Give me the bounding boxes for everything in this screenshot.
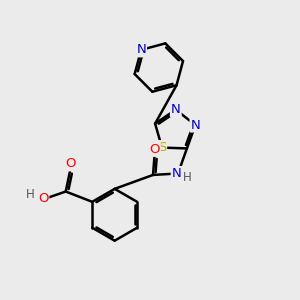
Text: S: S bbox=[158, 141, 166, 154]
Text: H: H bbox=[26, 188, 34, 201]
Text: O: O bbox=[38, 192, 48, 206]
Text: N: N bbox=[172, 167, 182, 180]
Text: N: N bbox=[190, 118, 200, 131]
Text: O: O bbox=[65, 157, 75, 170]
Text: N: N bbox=[136, 44, 146, 56]
Text: O: O bbox=[149, 143, 160, 156]
Text: H: H bbox=[183, 171, 192, 184]
Text: N: N bbox=[171, 103, 181, 116]
